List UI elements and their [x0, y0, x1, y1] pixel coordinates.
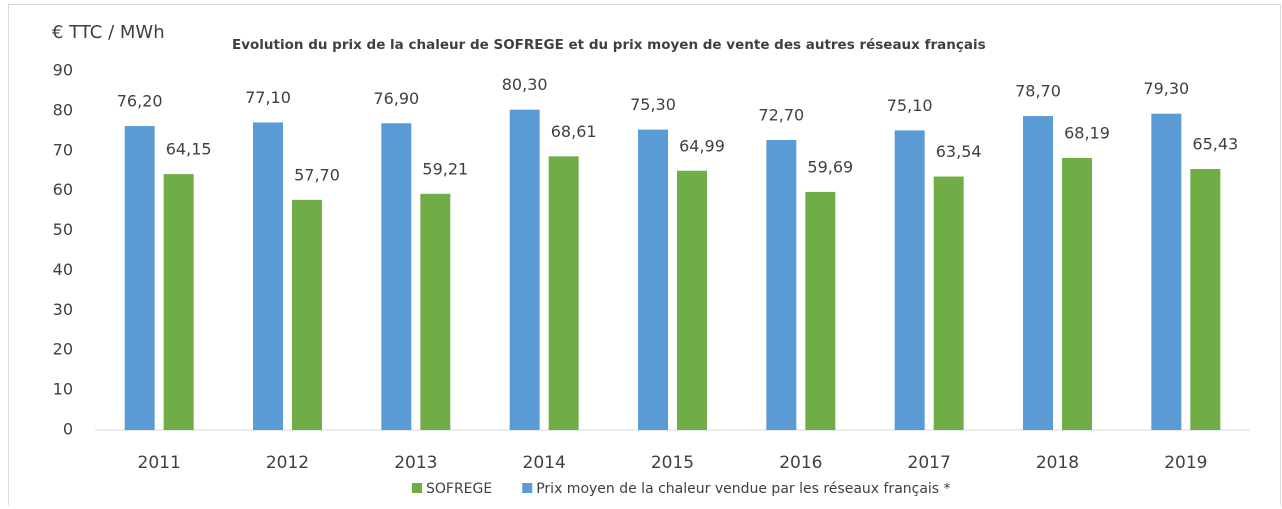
- value-label: 76,90: [373, 89, 419, 108]
- value-label: 59,69: [807, 157, 853, 176]
- bar: [1023, 116, 1053, 430]
- y-axis-label: € TTC / MWh: [52, 22, 165, 43]
- bar: [805, 191, 836, 430]
- x-tick-label: 2019: [1164, 453, 1207, 473]
- bar: [381, 123, 412, 430]
- y-tick-label: 60: [53, 180, 73, 199]
- x-tick-label: 2016: [779, 453, 822, 473]
- chart-frame: [8, 4, 1281, 509]
- x-tick-label: 2012: [266, 453, 309, 473]
- x-tick-label: 2015: [651, 453, 694, 473]
- bar: [420, 193, 451, 430]
- value-label: 63,54: [936, 142, 982, 161]
- x-tick-label: 2014: [523, 453, 566, 473]
- y-tick-label: 80: [53, 100, 73, 119]
- value-label: 78,70: [1015, 82, 1061, 101]
- y-tick-label: 0: [63, 420, 73, 439]
- y-tick-label: 90: [53, 61, 73, 80]
- bar: [163, 174, 194, 430]
- y-tick-label: 50: [53, 220, 73, 239]
- value-label: 59,21: [422, 159, 468, 178]
- legend-swatch: [522, 483, 533, 493]
- value-label: 79,30: [1143, 79, 1189, 98]
- bar: [894, 130, 925, 430]
- y-tick-label: 70: [53, 140, 73, 159]
- value-label: 75,10: [887, 96, 933, 115]
- legend-swatch: [412, 483, 422, 493]
- value-label: 72,70: [758, 106, 804, 125]
- x-tick-label: 2013: [394, 453, 437, 473]
- bar: [292, 199, 322, 430]
- x-tick-label: 2011: [138, 453, 181, 473]
- value-label: 68,61: [551, 122, 597, 141]
- y-tick-label: 10: [53, 380, 73, 399]
- value-label: 64,99: [679, 136, 725, 155]
- x-tick-label: 2017: [908, 453, 951, 473]
- bar: [1062, 157, 1092, 430]
- value-label: 68,19: [1064, 123, 1110, 142]
- y-tick-label: 40: [53, 260, 73, 279]
- value-label: 76,20: [117, 92, 163, 111]
- y-tick-label: 20: [53, 340, 73, 359]
- bar: [638, 129, 668, 431]
- bar: [1190, 169, 1221, 430]
- bar: [677, 170, 707, 430]
- legend-label: SOFREGE: [426, 481, 492, 497]
- bar: [253, 122, 283, 430]
- value-label: 75,30: [630, 95, 676, 114]
- value-label: 77,10: [245, 88, 291, 107]
- bar: [1151, 113, 1182, 430]
- bar: [766, 140, 797, 430]
- bar: [509, 109, 540, 430]
- bar: [124, 126, 155, 431]
- bar: [933, 176, 964, 430]
- y-tick-label: 30: [53, 300, 73, 319]
- value-label: 64,15: [166, 140, 212, 159]
- legend-label: Prix moyen de la chaleur vendue par les …: [536, 481, 950, 497]
- chart-title: Evolution du prix de la chaleur de SOFRE…: [232, 37, 986, 53]
- bar: [548, 156, 579, 430]
- value-label: 65,43: [1192, 135, 1238, 154]
- value-label: 80,30: [502, 75, 548, 94]
- value-label: 57,70: [294, 165, 340, 184]
- x-tick-label: 2018: [1036, 453, 1079, 473]
